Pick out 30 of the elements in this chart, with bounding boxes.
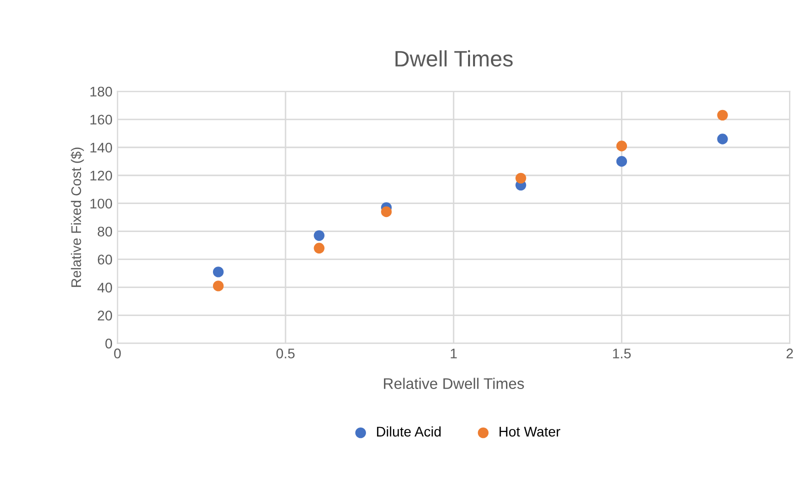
legend-label: Hot Water bbox=[500, 426, 560, 437]
point bbox=[616, 140, 628, 152]
y-tick-label: 80 bbox=[98, 226, 112, 237]
y-tick-label: 100 bbox=[90, 198, 112, 209]
point bbox=[616, 156, 628, 167]
point bbox=[212, 266, 224, 278]
point bbox=[381, 206, 392, 218]
x-axis-title: Relative Dwell Times bbox=[384, 378, 524, 390]
point bbox=[314, 230, 324, 241]
chart-title: Dwell Times bbox=[396, 50, 513, 67]
point bbox=[717, 110, 728, 121]
y-tick-label: 0 bbox=[105, 338, 112, 348]
y-tick-label: 120 bbox=[90, 170, 112, 181]
y-tick-label: 140 bbox=[90, 142, 112, 153]
y-tick-label: 180 bbox=[90, 86, 112, 97]
point bbox=[515, 172, 526, 184]
y-tick-label: 160 bbox=[90, 114, 112, 125]
y-axis-title: Relative Fixed Cost ($) bbox=[70, 148, 84, 287]
y-tick-label: 20 bbox=[98, 310, 112, 321]
point bbox=[314, 242, 324, 254]
x-tick-label: 2 bbox=[786, 348, 793, 358]
x-tick-label: 0.5 bbox=[276, 348, 295, 358]
point bbox=[717, 134, 728, 144]
point bbox=[212, 280, 224, 292]
y-tick-label: 60 bbox=[98, 254, 112, 265]
x-tick-label: 1.5 bbox=[613, 348, 631, 358]
x-tick-label: 0 bbox=[114, 348, 121, 358]
x-tick-label: 1 bbox=[450, 348, 457, 358]
y-tick-label: 40 bbox=[97, 282, 112, 293]
legend-label: Dilute Acid bbox=[377, 426, 441, 437]
